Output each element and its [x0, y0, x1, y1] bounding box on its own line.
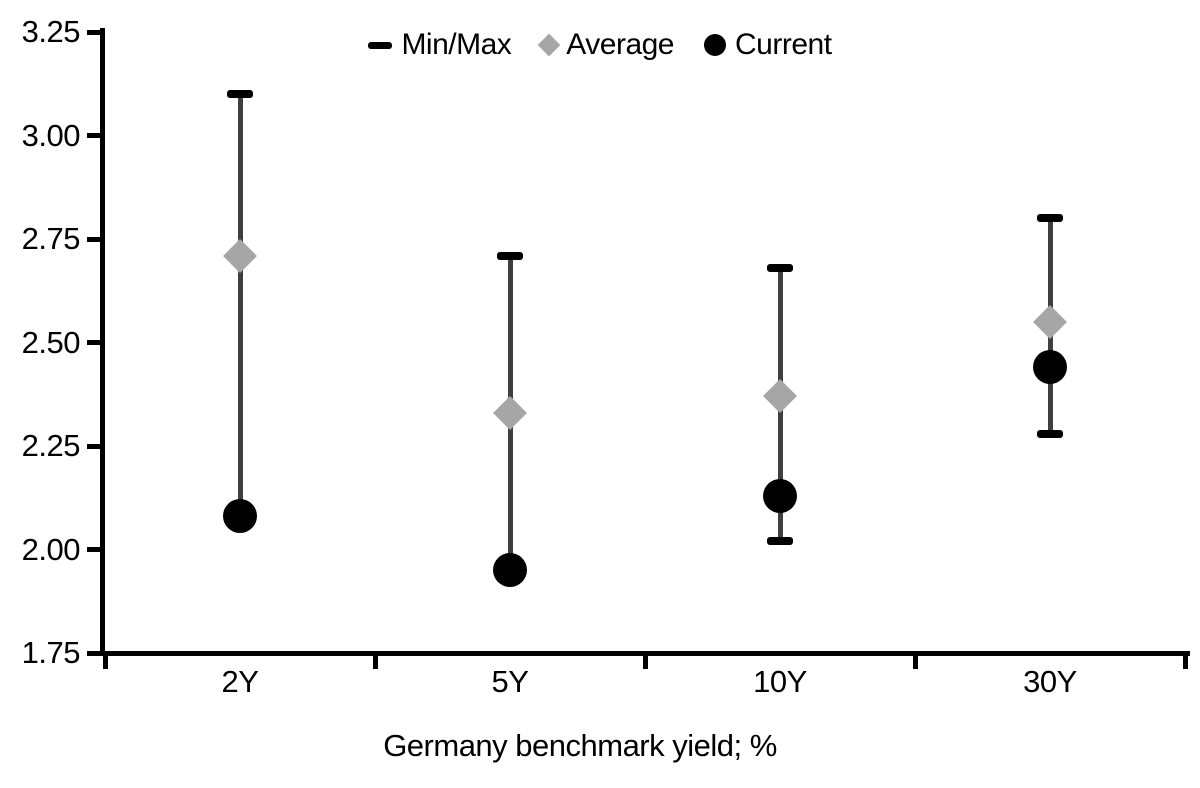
current-marker [223, 499, 257, 534]
x-axis-title: Germany benchmark yield; % [383, 728, 777, 763]
x-axis-category-label: 10Y [753, 664, 807, 699]
x-axis-tick [1182, 655, 1188, 669]
current-marker [763, 478, 797, 513]
x-axis-category-label: 5Y [491, 664, 529, 699]
min-cap-marker [767, 537, 793, 546]
legend-item-current: Current [704, 28, 832, 62]
y-axis-tick-label: 3.25 [21, 14, 81, 49]
legend-item-average: Average [537, 28, 674, 62]
legend-item-min-max: Min/Max [368, 28, 512, 62]
y-axis-tick-label: 2.00 [21, 531, 81, 567]
average-marker [223, 238, 257, 273]
chart-legend: Min/Max Average Current [0, 28, 1200, 62]
average-marker [763, 379, 797, 414]
y-axis-tick [87, 443, 100, 449]
x-axis-tick [642, 655, 648, 669]
dash-icon [368, 41, 393, 49]
x-axis-tick [912, 655, 918, 669]
max-cap-marker [767, 263, 793, 272]
legend-label: Min/Max [401, 28, 512, 61]
max-cap-marker [497, 251, 523, 260]
y-axis-tick [87, 650, 100, 656]
y-axis-tick [87, 29, 100, 35]
max-cap-marker [227, 90, 253, 99]
y-axis-tick [87, 236, 100, 242]
y-axis-tick [87, 547, 100, 552]
x-axis-category-label: 30Y [1023, 664, 1077, 699]
legend-label: Average [566, 28, 674, 61]
y-axis-tick-label: 3.00 [21, 117, 81, 153]
current-marker [1033, 350, 1067, 385]
x-axis-tick [102, 655, 108, 669]
x-axis-line [100, 650, 1190, 656]
y-axis-tick-label: 1.75 [21, 635, 81, 670]
current-marker [493, 553, 527, 588]
circle-icon [704, 34, 726, 56]
x-axis-category-label: 2Y [221, 664, 259, 699]
y-axis-tick [87, 133, 100, 138]
y-axis-tick [87, 340, 100, 345]
min-cap-marker [1037, 429, 1063, 438]
x-axis-tick [372, 655, 378, 669]
y-axis-line [100, 28, 105, 656]
average-marker [1033, 304, 1067, 339]
max-cap-marker [1037, 214, 1063, 223]
average-marker [493, 395, 527, 430]
y-axis-tick-label: 2.25 [21, 428, 81, 463]
y-axis-tick-label: 2.50 [21, 324, 81, 360]
y-axis-tick-label: 2.75 [21, 221, 81, 256]
diamond-icon [537, 33, 561, 57]
legend-label: Current [735, 28, 832, 61]
min-max-range-line [237, 94, 243, 517]
